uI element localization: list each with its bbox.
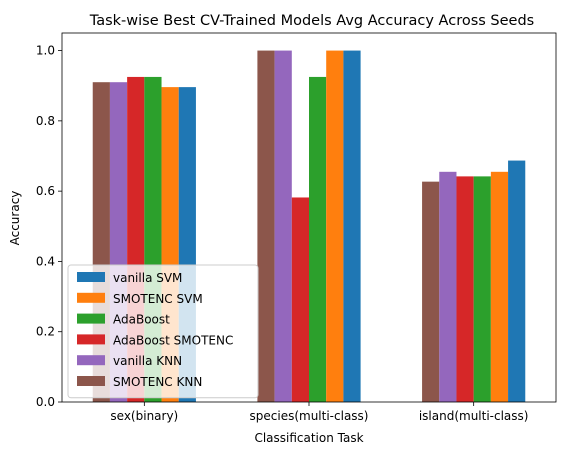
chart-title: Task-wise Best CV-Trained Models Avg Acc… xyxy=(89,13,534,29)
legend-label-smotenc-knn: SMOTENC KNN xyxy=(113,375,202,389)
legend-box xyxy=(67,264,259,399)
legend-swatch-vanilla-knn xyxy=(77,355,105,366)
legend: vanilla SVM SMOTENC SVM AdaBoost AdaBoost S… xyxy=(67,264,259,399)
y-tick-label: 0.0 xyxy=(36,395,55,409)
legend-swatch-adaboost xyxy=(77,313,105,324)
legend-label-adaboost-smotenc: AdaBoost SMOTENC xyxy=(113,333,233,347)
bar-smotenc-knn-1 xyxy=(257,50,275,402)
x-tick-label: species(multi-class) xyxy=(250,409,369,423)
axes-group: 0.0 0.2 0.4 0.6 0.8 1.0 sex(binary) species(mul… xyxy=(36,32,557,423)
x-tick-label: island(multi-class) xyxy=(419,409,529,423)
x-axis-title: Classification Task xyxy=(254,431,363,445)
y-tick-label: 1.0 xyxy=(36,44,55,58)
bar-smotenc-svm-2 xyxy=(490,171,509,402)
bar-vanilla-svm-2 xyxy=(508,160,526,402)
x-tick-label: sex(binary) xyxy=(110,409,178,423)
bar-vanilla-knn-1 xyxy=(274,50,292,402)
y-axis-title: Accuracy xyxy=(8,191,22,246)
bar-adaboost-2 xyxy=(473,176,491,402)
bar-adaboost-1 xyxy=(309,76,327,403)
bar-smotenc-knn-2 xyxy=(422,181,440,402)
bar-adaboost-smotenc-2 xyxy=(456,176,474,402)
legend-swatch-vanilla-svm xyxy=(77,272,105,282)
y-tick-label: 0.2 xyxy=(36,325,55,339)
legend-label-smotenc-svm: SMOTENC SVM xyxy=(113,292,203,306)
legend-label-vanilla-svm: vanilla SVM xyxy=(113,271,182,285)
legend-label-adaboost: AdaBoost xyxy=(113,313,170,327)
legend-swatch-smotenc-svm xyxy=(77,292,105,303)
bar-vanilla-svm-1 xyxy=(343,50,361,402)
y-tick-label: 0.6 xyxy=(36,184,55,198)
legend-swatch-smotenc-knn xyxy=(77,376,105,386)
y-tick-label: 0.8 xyxy=(36,114,55,128)
y-tick-label: 0.4 xyxy=(36,254,55,268)
bar-smotenc-svm-1 xyxy=(326,50,344,402)
legend-swatch-adaboost-smotenc xyxy=(77,334,105,345)
legend-label-vanilla-knn: vanilla KNN xyxy=(113,354,182,368)
bar-vanilla-knn-2 xyxy=(439,171,457,402)
bar-adaboost-smotenc-1 xyxy=(291,197,309,402)
